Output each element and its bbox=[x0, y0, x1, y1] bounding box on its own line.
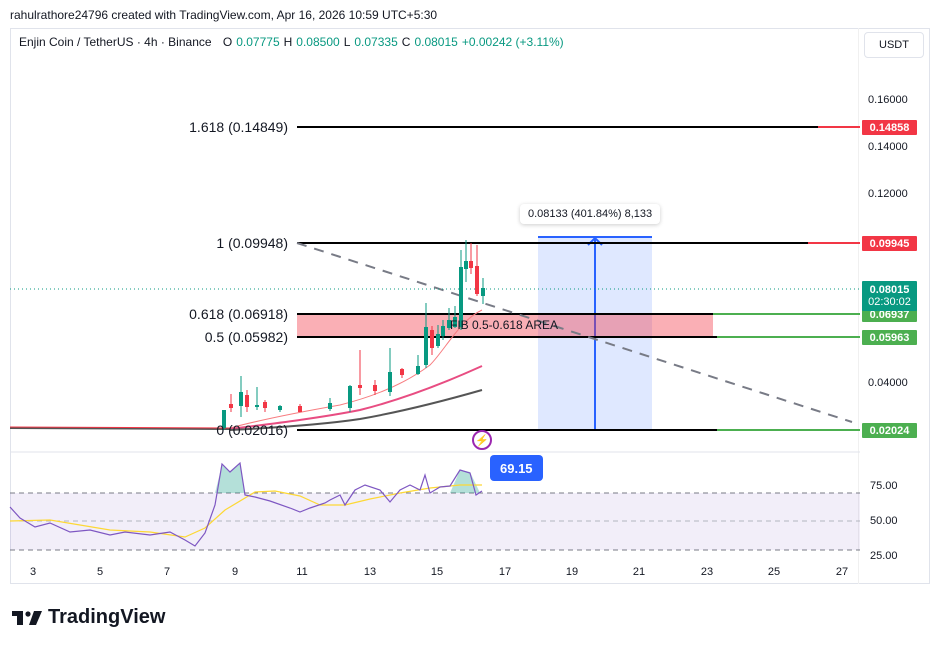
rsi-tick: 25.00 bbox=[870, 550, 898, 562]
fib-label-0618: 0.618 (0.06918) bbox=[189, 306, 288, 322]
x-tick: 3 bbox=[29, 566, 37, 578]
fib-area-label: FIB 0.5-0.618 AREA bbox=[450, 318, 559, 332]
open-label: O bbox=[222, 35, 233, 49]
x-tick: 23 bbox=[700, 566, 714, 578]
fib-label-1618: 1.618 (0.14849) bbox=[189, 119, 288, 135]
tradingview-logo: TradingView bbox=[12, 606, 165, 629]
price-tick: 0.14000 bbox=[868, 141, 908, 153]
x-tick: 13 bbox=[363, 566, 377, 578]
high-value: 0.08500 bbox=[296, 35, 340, 49]
currency-button[interactable]: USDT bbox=[864, 32, 924, 58]
x-tick: 7 bbox=[163, 566, 171, 578]
x-tick: 15 bbox=[430, 566, 444, 578]
x-tick: 25 bbox=[767, 566, 781, 578]
price-tick: 0.16000 bbox=[868, 94, 908, 106]
rsi-tick: 75.00 bbox=[870, 480, 898, 492]
measure-tooltip: 0.08133 (401.84%) 8,133 bbox=[520, 204, 661, 224]
price-axis-separator bbox=[858, 28, 859, 584]
close-value: 0.08015 bbox=[414, 35, 458, 49]
fib-1-price-tag: 0.09945 bbox=[862, 236, 917, 251]
fib-label-0: 0 (0.02016) bbox=[216, 422, 288, 438]
price-tick: 0.04000 bbox=[868, 377, 908, 389]
tradingview-logo-icon bbox=[12, 610, 42, 625]
rsi-value-label: 69.15 bbox=[490, 455, 543, 481]
last-price: 0.08015 bbox=[869, 284, 910, 296]
lightning-event-icon[interactable]: ⚡ bbox=[472, 430, 492, 450]
rsi-tick: 50.00 bbox=[870, 515, 898, 527]
fib-label-1: 1 (0.09948) bbox=[216, 235, 288, 251]
high-label: H bbox=[283, 35, 293, 49]
last-price-tag: 0.08015 02:30:02 bbox=[862, 281, 917, 311]
chart-frame bbox=[10, 28, 930, 584]
change-value: +0.00242 (+3.11%) bbox=[461, 35, 564, 49]
x-tick: 5 bbox=[96, 566, 104, 578]
fib-05-price-tag: 0.05963 bbox=[862, 330, 917, 345]
x-tick: 11 bbox=[296, 566, 308, 578]
fib-1618-price-tag: 0.14858 bbox=[862, 120, 917, 135]
chart-credit: rahulrathore24796 created with TradingVi… bbox=[10, 8, 438, 22]
symbol-title[interactable]: Enjin Coin / TetherUS · 4h · Binance bbox=[19, 35, 212, 49]
x-tick: 9 bbox=[231, 566, 239, 578]
x-tick: 21 bbox=[632, 566, 646, 578]
bar-countdown: 02:30:02 bbox=[868, 296, 911, 308]
low-value: 0.07335 bbox=[354, 35, 398, 49]
logo-text: TradingView bbox=[48, 606, 166, 628]
fib-0-price-tag: 0.02024 bbox=[862, 423, 917, 438]
x-tick: 27 bbox=[835, 566, 849, 578]
x-tick: 17 bbox=[498, 566, 512, 578]
x-tick: 19 bbox=[565, 566, 579, 578]
fib-label-05: 0.5 (0.05982) bbox=[204, 329, 288, 345]
symbol-legend: Enjin Coin / TetherUS · 4h · Binance O 0.… bbox=[19, 35, 564, 49]
open-value: 0.07775 bbox=[236, 35, 280, 49]
price-tick: 0.12000 bbox=[868, 188, 908, 200]
close-label: C bbox=[401, 35, 411, 49]
low-label: L bbox=[343, 35, 351, 49]
